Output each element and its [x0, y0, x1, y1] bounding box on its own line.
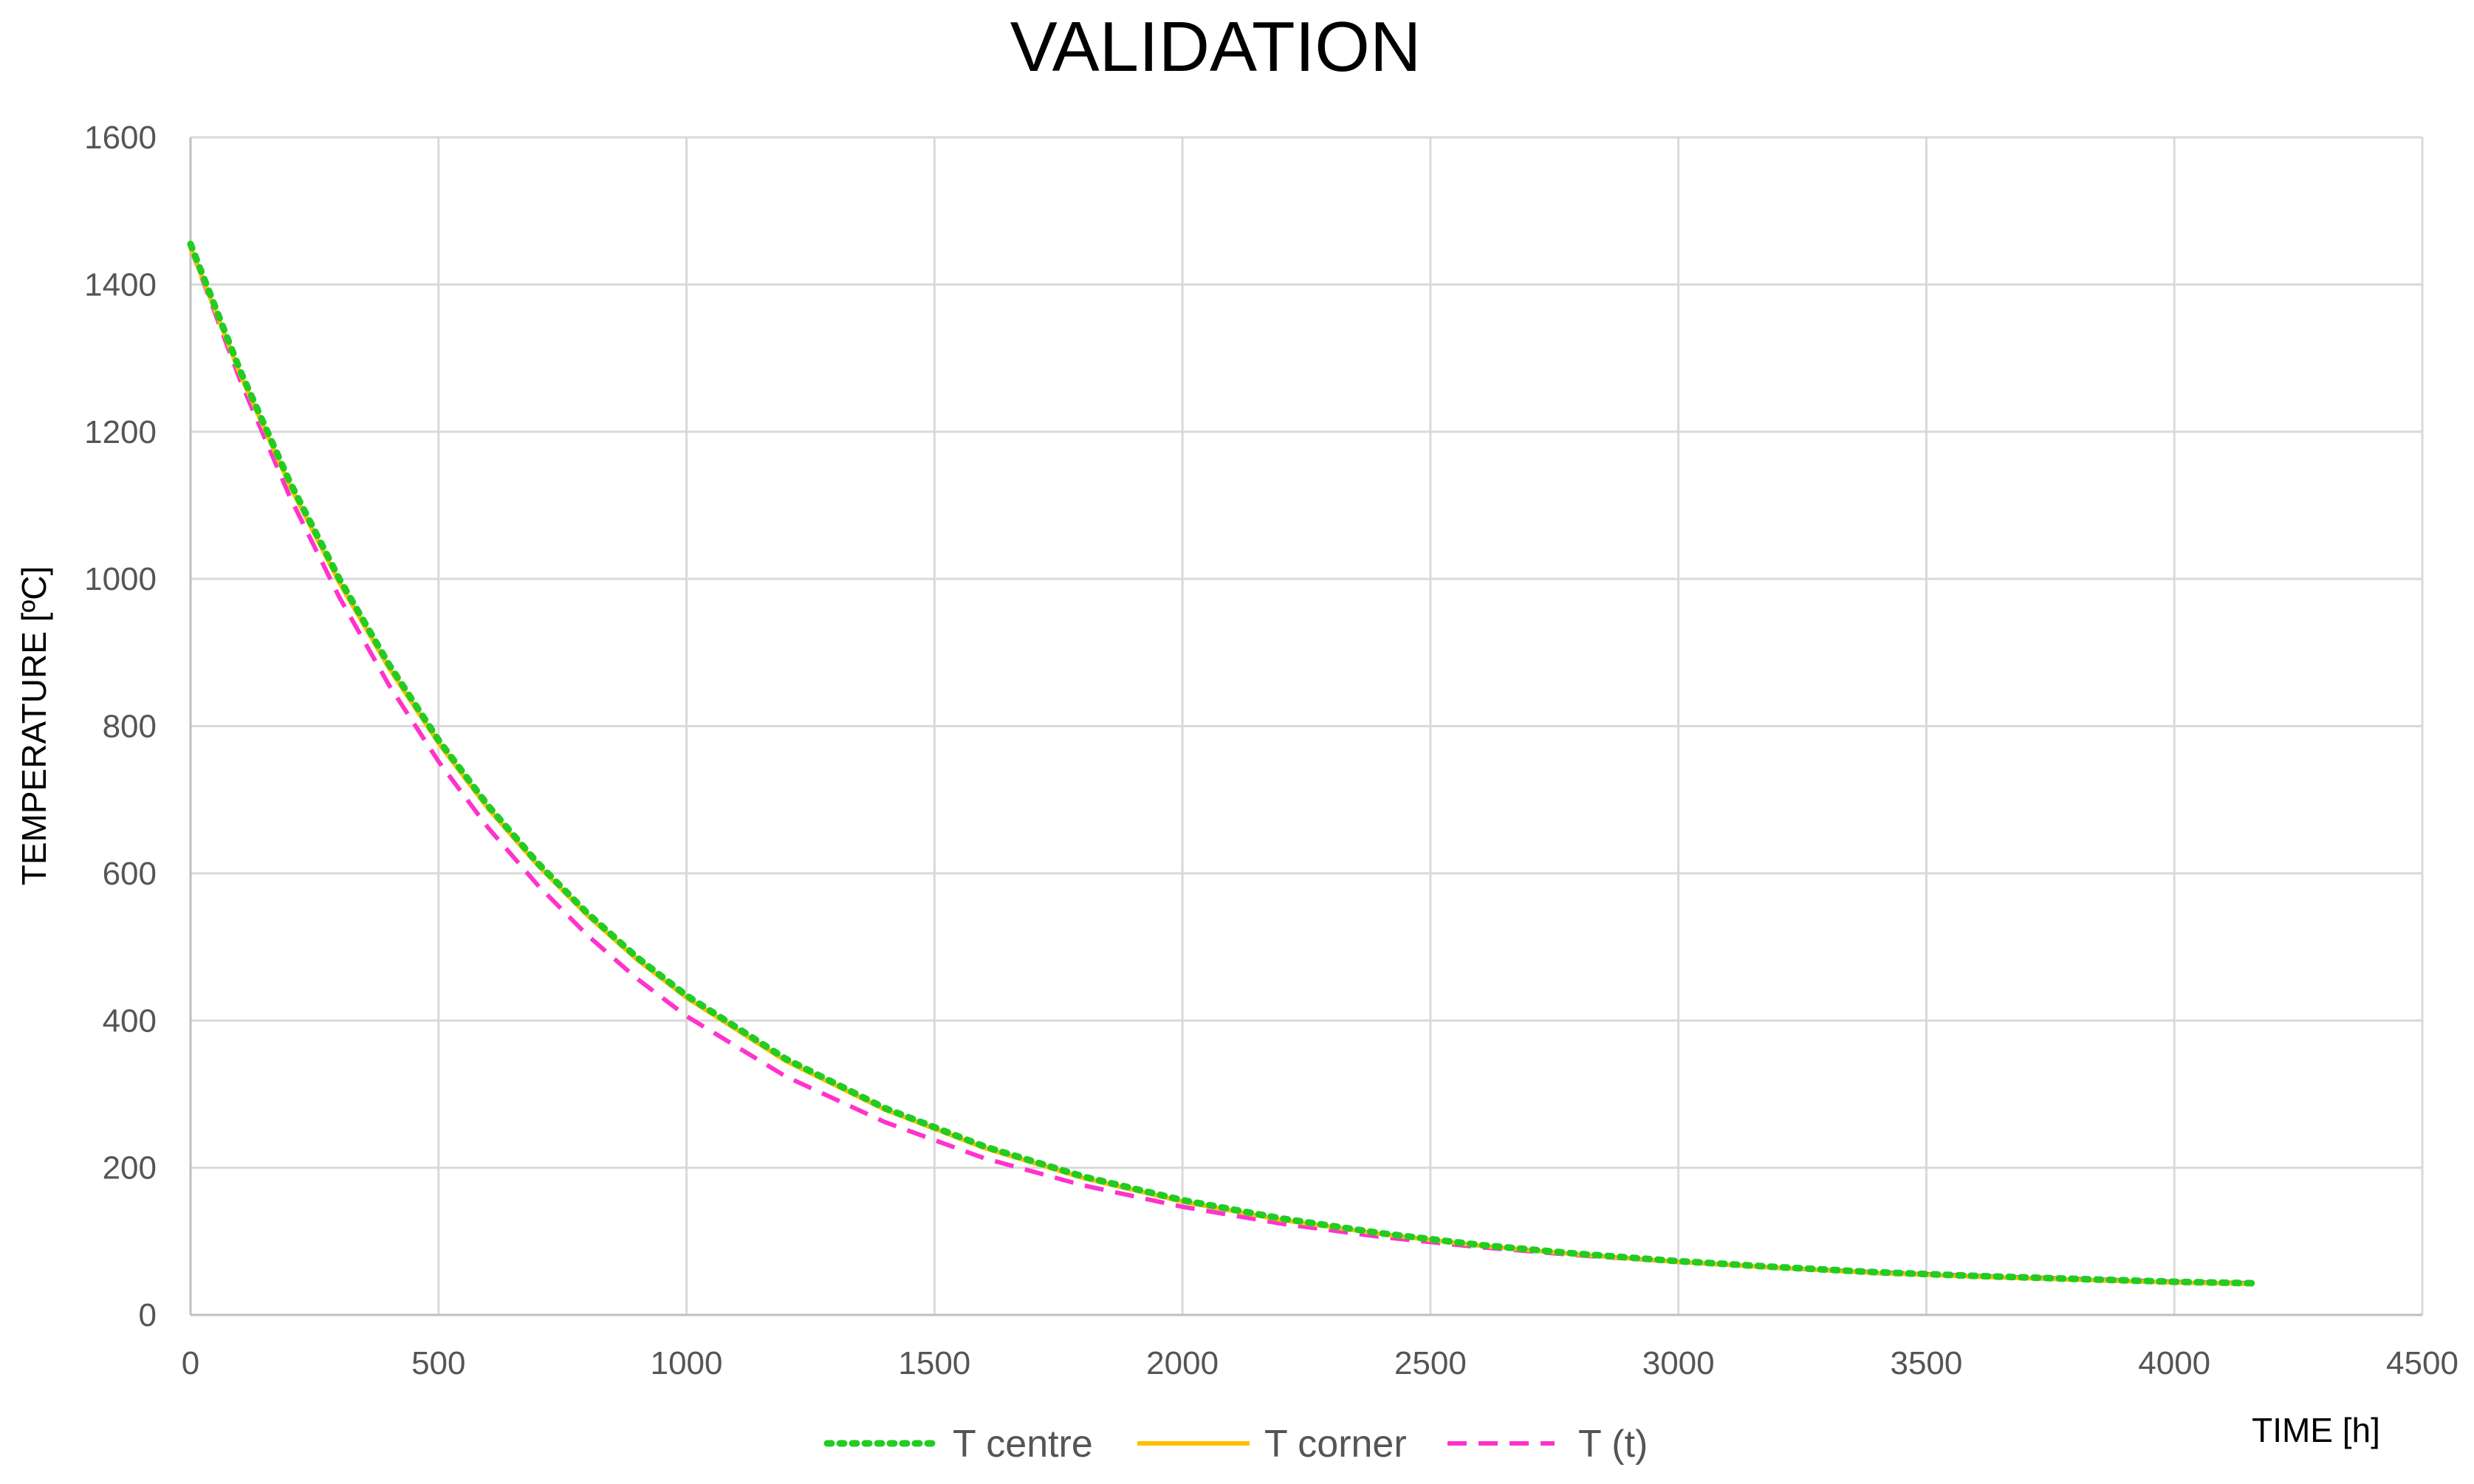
x-tick-label: 500 [411, 1345, 465, 1381]
grid [191, 136, 2424, 1315]
axes [189, 137, 2422, 1316]
series-line-t-centre [187, 241, 2258, 1287]
y-tick-label: 200 [103, 1150, 157, 1186]
y-tick-label: 600 [103, 856, 157, 892]
x-tick-label: 2000 [1146, 1345, 1219, 1381]
series-line-t-t [188, 247, 2254, 1286]
x-tick-label: 1000 [651, 1345, 723, 1381]
x-tick-label: 1500 [898, 1345, 970, 1381]
legend-label: T corner [1264, 1423, 1407, 1466]
y-tick-labels: 0 200 400 600 800 1000 1200 1400 1600 [84, 120, 157, 1333]
legend-label: T (t) [1578, 1423, 1648, 1466]
y-tick-label: 1200 [84, 414, 157, 450]
x-tick-label: 0 [182, 1345, 199, 1381]
x-tick-label: 3000 [1642, 1345, 1715, 1381]
y-tick-label: 400 [103, 1003, 157, 1039]
y-tick-label: 0 [139, 1297, 157, 1333]
x-tick-label: 4500 [2386, 1345, 2458, 1381]
legend-label: T centre [953, 1423, 1093, 1466]
x-tick-label: 4000 [2138, 1345, 2210, 1381]
y-tick-label: 1400 [84, 267, 157, 303]
y-tick-label: 800 [103, 709, 157, 745]
x-tick-label: 2500 [1394, 1345, 1467, 1381]
y-tick-label: 1000 [84, 561, 157, 597]
x-tick-label: 3500 [1890, 1345, 1962, 1381]
series-line-t-corner [188, 247, 2254, 1287]
chart-title: VALIDATION [1010, 7, 1422, 86]
x-axis-title: TIME [h] [2252, 1411, 2380, 1449]
y-axis-title: TEMPERATURE [ºC] [15, 566, 53, 886]
x-tick-labels: 0 500 1000 1500 2000 2500 3000 3500 4000 4500 [182, 1345, 2458, 1381]
series-lines [187, 241, 2258, 1287]
y-tick-label: 1600 [84, 120, 157, 156]
legend: T centre T corner T (t) [823, 1423, 1648, 1466]
